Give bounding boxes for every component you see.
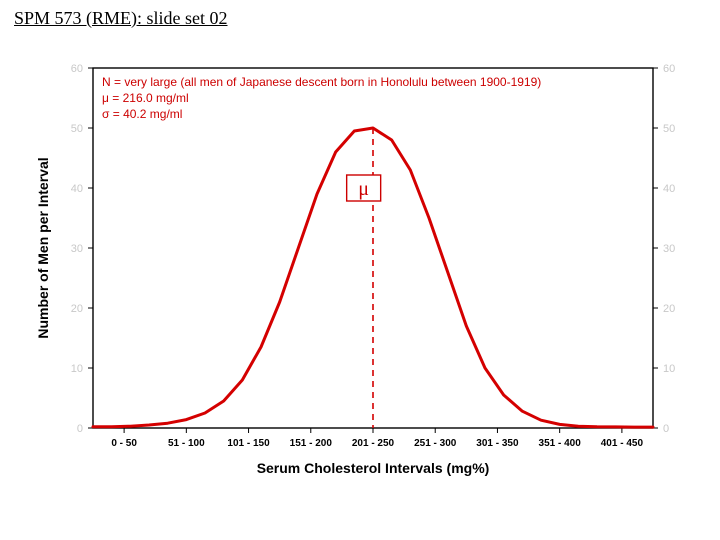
xtick-label: 251 - 300 bbox=[414, 438, 457, 449]
xtick-label: 201 - 250 bbox=[352, 438, 395, 449]
xtick-label: 51 - 100 bbox=[168, 438, 205, 449]
ytick-label-right: 50 bbox=[663, 123, 675, 135]
slide-heading: SPM 573 (RME): slide set 02 bbox=[14, 8, 228, 29]
xtick-label: 101 - 150 bbox=[227, 438, 270, 449]
x-axis-label: Serum Cholesterol Intervals (mg%) bbox=[257, 460, 490, 476]
annotation-line: N = very large (all men of Japanese desc… bbox=[102, 75, 541, 89]
ytick-label-left: 0 bbox=[77, 423, 83, 435]
xtick-label: 301 - 350 bbox=[476, 438, 519, 449]
distribution-chart: 0 10 20 30 40 50 60 0 10 20 30 40 50 60 0 - 50 51 - 100… bbox=[28, 58, 688, 493]
y-axis-label: Number of Men per Interval bbox=[35, 157, 51, 338]
ytick-label-right: 0 bbox=[663, 423, 669, 435]
ytick-label-left: 10 bbox=[71, 363, 83, 375]
slide-root: SPM 573 (RME): slide set 02 0 10 20 30 40 50 6… bbox=[0, 0, 720, 540]
ytick-label-right: 10 bbox=[663, 363, 675, 375]
ytick-label-left: 60 bbox=[71, 63, 83, 75]
xtick-label: 351 - 400 bbox=[539, 438, 582, 449]
ytick-label-right: 40 bbox=[663, 183, 675, 195]
ytick-label-left: 20 bbox=[71, 303, 83, 315]
ytick-label-right: 60 bbox=[663, 63, 675, 75]
annotation-line: σ = 40.2 mg/ml bbox=[102, 107, 182, 121]
ytick-label-right: 20 bbox=[663, 303, 675, 315]
xtick-label: 0 - 50 bbox=[111, 438, 137, 449]
xtick-label: 401 - 450 bbox=[601, 438, 644, 449]
ytick-label-left: 40 bbox=[71, 183, 83, 195]
ytick-label-left: 50 bbox=[71, 123, 83, 135]
chart-container: 0 10 20 30 40 50 60 0 10 20 30 40 50 60 0 - 50 51 - 100… bbox=[28, 58, 688, 493]
xtick-label: 151 - 200 bbox=[290, 438, 333, 449]
annotation-line: μ = 216.0 mg/ml bbox=[102, 91, 189, 105]
mu-symbol: μ bbox=[358, 178, 369, 200]
ytick-label-left: 30 bbox=[71, 243, 83, 255]
ytick-label-right: 30 bbox=[663, 243, 675, 255]
